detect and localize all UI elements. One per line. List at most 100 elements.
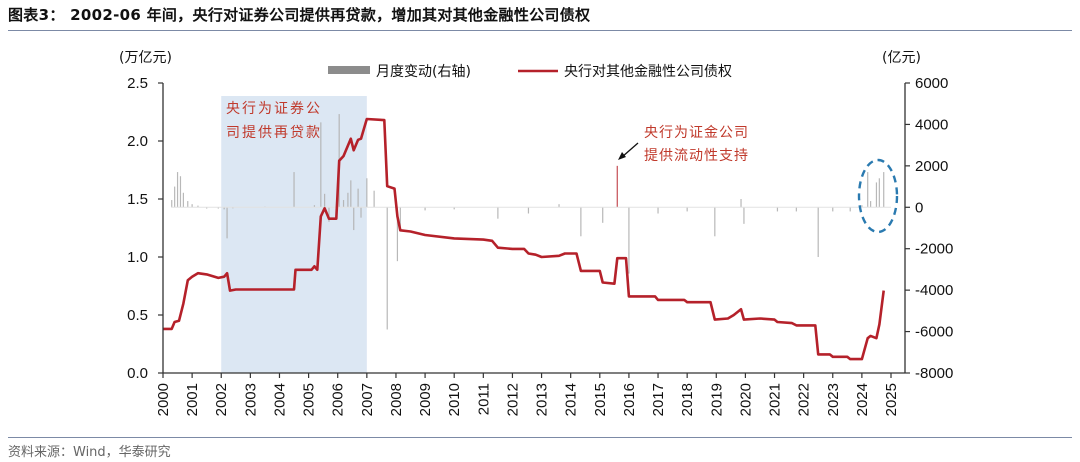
monthly-change-bar (870, 201, 872, 208)
x-axis-tick: 2007 (359, 383, 376, 416)
axes: 0.0 0.5 1.0 1.5 2.0 2.5 -8000 -6000 -4000 -2000 0 2… (127, 75, 953, 416)
x-axis-tick: 2014 (563, 383, 580, 416)
monthly-change-bar (179, 176, 182, 208)
monthly-change-bar (657, 207, 659, 214)
monthly-change-bar (360, 207, 362, 218)
monthly-change-bar (217, 207, 219, 209)
x-axis-tick: 2021 (767, 383, 784, 416)
monthly-change-bar (357, 188, 359, 208)
x-axis-tick: 2002 (213, 383, 230, 416)
monthly-change-bar (714, 207, 716, 237)
monthly-change-bar (616, 165, 618, 208)
shaded-region-2002-2007 (221, 96, 367, 373)
x-axis-tick: 2013 (534, 383, 551, 416)
right-axis-tick: 4000 (915, 116, 948, 133)
x-axis-tick: 2009 (417, 383, 434, 416)
annotation-csf-line1: 央行为证金公司 (644, 125, 749, 141)
monthly-change-bar (817, 207, 819, 257)
x-axis-tick: 2010 (446, 383, 463, 416)
pbc-claims-line (163, 117, 885, 361)
x-axis-tick: 2006 (330, 383, 347, 416)
monthly-change-bar (832, 207, 834, 212)
right-axis-tick: -2000 (915, 241, 953, 258)
monthly-change-bar (386, 207, 388, 330)
x-axis-tick: 2020 (737, 383, 754, 416)
right-axis-unit: (亿元) (882, 50, 921, 66)
highlight-ellipse-2024 (857, 158, 899, 234)
monthly-change-bar (350, 180, 352, 208)
monthly-change-bar (187, 201, 189, 208)
monthly-change-bar (740, 199, 742, 208)
monthly-change-bar (628, 207, 630, 274)
monthly-change-bar (182, 192, 184, 208)
annotation-arrow-icon (618, 142, 639, 160)
monthly-change-bar (849, 207, 851, 212)
monthly-change-bar (191, 204, 193, 208)
monthly-change-bar (206, 207, 208, 209)
monthly-change-bar (197, 205, 199, 208)
monthly-change-bar (399, 207, 401, 231)
monthly-change-bar (558, 204, 560, 208)
monthly-change-bar (453, 207, 455, 210)
left-axis-tick: 2.0 (127, 133, 148, 150)
right-axis-tick: -8000 (915, 365, 953, 382)
x-axis-tick: 2016 (621, 383, 638, 416)
monthly-change-bar (320, 122, 322, 208)
left-axis-tick: 0.5 (127, 307, 148, 324)
monthly-change-bar (366, 178, 368, 208)
x-axis-tick: 2011 (475, 383, 492, 415)
legend-bar-swatch (328, 66, 370, 74)
source-divider (8, 437, 1072, 438)
x-axis-tick: 2023 (825, 383, 842, 416)
monthly-change-bar (174, 186, 176, 208)
monthly-change-bar (347, 192, 349, 208)
monthly-change-bar (396, 207, 399, 262)
right-axis-tick: 2000 (915, 158, 948, 175)
left-axis-tick: 2.5 (127, 75, 148, 92)
monthly-change-bar (232, 207, 234, 209)
x-axis-tick: 2005 (301, 383, 318, 416)
monthly-change-bar (580, 207, 582, 237)
monthly-change-bar (527, 207, 530, 214)
annotation-refinance-line1: 央行为证券公 (226, 101, 322, 117)
monthly-change-bar (223, 207, 225, 210)
left-axis-unit: (万亿元) (119, 50, 172, 66)
x-axis-tick: 2019 (708, 383, 725, 416)
monthly-change-bar (373, 190, 375, 208)
monthly-change-bar (795, 207, 797, 212)
monthly-change-bar (353, 207, 355, 231)
legend-line-label: 央行对其他金融性公司债权 (564, 64, 732, 80)
monthly-change-bar (176, 172, 179, 208)
monthly-change-bars (171, 114, 891, 330)
source-note: 资料来源：Wind，华泰研究 (8, 445, 171, 460)
monthly-change-bar (743, 207, 745, 224)
monthly-change-bar (226, 207, 228, 239)
left-axis-tick: 1.5 (127, 191, 148, 208)
x-axis-tick: 2015 (592, 383, 609, 416)
monthly-change-bar (875, 182, 878, 208)
right-axis-tick: 0 (915, 199, 923, 216)
monthly-change-bar (861, 205, 863, 208)
left-axis-tick: 0.0 (127, 365, 148, 382)
monthly-change-bar (328, 207, 330, 222)
x-axis-tick: 2022 (796, 383, 813, 416)
monthly-change-bar (602, 207, 604, 223)
chart-title: 图表3： 2002-06 年间，央行对证券公司提供再贷款，增加其对其他金融性公司… (8, 6, 591, 24)
monthly-change-bar (883, 172, 885, 208)
monthly-change-bar (313, 205, 316, 208)
x-axis-tick: 2004 (271, 383, 288, 416)
title-divider (8, 30, 1072, 31)
monthly-change-bar (878, 178, 880, 208)
right-axis-tick: -4000 (915, 282, 953, 299)
x-axis-tick: 2025 (883, 383, 900, 416)
monthly-change-bar (324, 193, 326, 208)
x-axis-tick: 2008 (388, 383, 405, 416)
left-axis-tick: 1.0 (127, 249, 148, 266)
monthly-change-bar (293, 172, 295, 208)
x-axis-tick: 2018 (679, 383, 696, 416)
right-axis-tick: 6000 (915, 75, 948, 92)
annotation-csf-line2: 提供流动性支持 (644, 148, 749, 164)
monthly-change-bar (342, 200, 345, 208)
x-axis-tick: 2017 (650, 383, 667, 416)
monthly-change-bar (867, 172, 869, 208)
